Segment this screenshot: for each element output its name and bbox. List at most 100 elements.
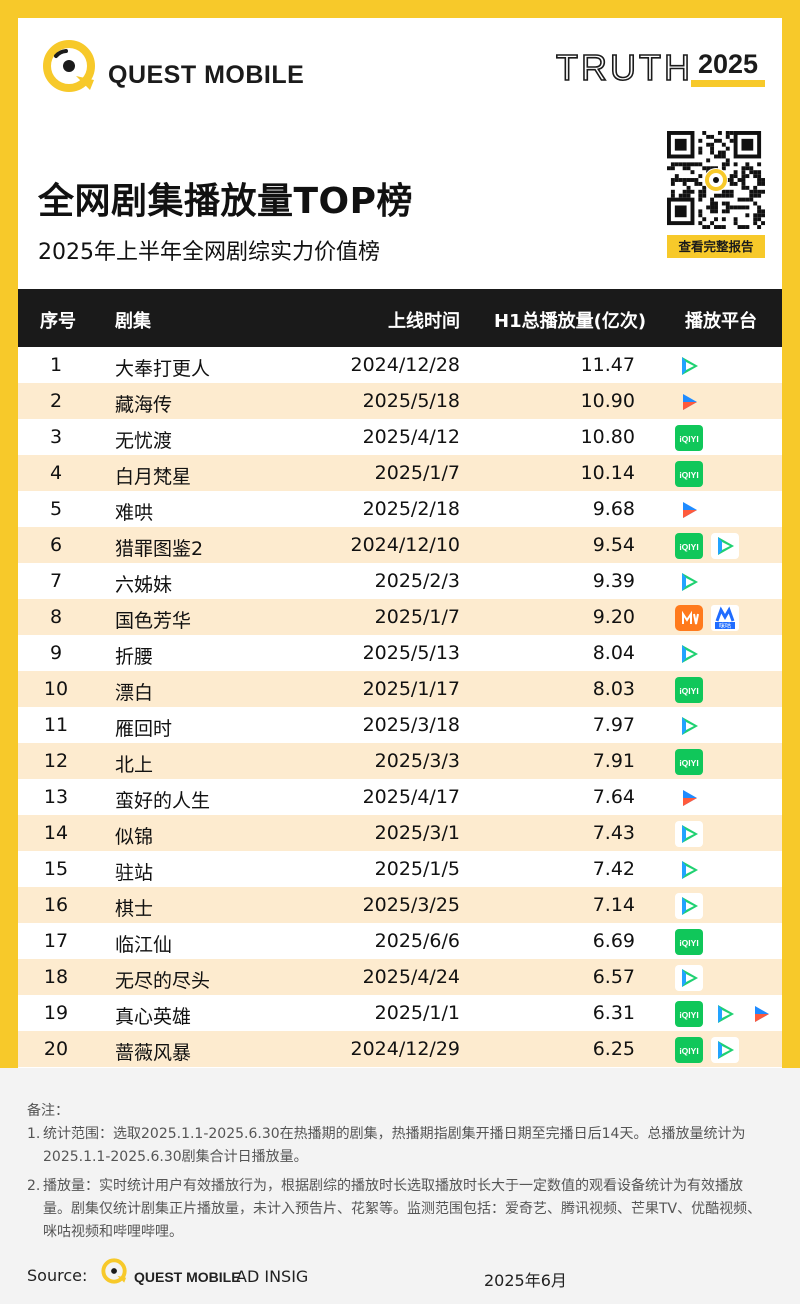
row-platforms — [675, 496, 711, 523]
row-launch-date: 2025/1/1 — [374, 1002, 460, 1024]
row-play-count: 10.90 — [580, 390, 635, 412]
row-rank: 15 — [43, 858, 69, 880]
table-row[interactable]: 5 难哄 2025/2/18 9.68 — [18, 491, 782, 527]
row-play-count: 9.54 — [592, 534, 635, 556]
table-row[interactable]: 6 猎罪图鉴2 2024/12/10 9.54 iQIYI — [18, 527, 782, 563]
row-rank: 6 — [49, 534, 63, 556]
table-row[interactable]: 14 似锦 2025/3/1 7.43 — [18, 815, 782, 851]
row-drama-name: 难哄 — [115, 502, 154, 524]
row-rank: 1 — [49, 354, 63, 376]
youku-icon — [683, 789, 697, 806]
column-date: 上线时间 — [388, 311, 460, 332]
row-platforms — [675, 784, 711, 811]
row-rank: 11 — [43, 714, 69, 736]
row-launch-date: 2025/5/13 — [362, 642, 460, 664]
row-platforms: iQIYI — [675, 424, 711, 451]
row-launch-date: 2024/12/29 — [350, 1038, 460, 1060]
row-launch-date: 2024/12/28 — [350, 354, 460, 376]
row-platforms: iQIYI — [675, 676, 711, 703]
table-row[interactable]: 20 蔷薇风暴 2024/12/29 6.25 iQIYI — [18, 1031, 782, 1067]
row-play-count: 8.04 — [592, 642, 635, 664]
table-row[interactable]: 10 漂白 2025/1/17 8.03 iQIYI — [18, 671, 782, 707]
row-rank: 7 — [49, 570, 63, 592]
row-platforms — [675, 388, 711, 415]
row-platforms — [675, 568, 711, 595]
table-row[interactable]: 13 蛮好的人生 2025/4/17 7.64 — [18, 779, 782, 815]
truth-year-badge: 2025 — [691, 49, 765, 87]
tencent-video-icon — [675, 820, 703, 847]
row-launch-date: 2025/2/3 — [374, 570, 460, 592]
row-launch-date: 2025/4/24 — [362, 966, 460, 988]
row-platforms: iQIYI — [675, 928, 711, 955]
row-rank: 10 — [43, 678, 69, 700]
row-drama-name: 国色芳华 — [115, 610, 192, 632]
iqiyi-icon: iQIYI — [675, 748, 703, 775]
table-body: 1 大奉打更人 2024/12/28 11.47 2 藏海传 2025/5/18 10.90 3… — [18, 347, 782, 1067]
svg-text:iQIYI: iQIYI — [679, 1046, 698, 1056]
qr-code-icon[interactable] — [667, 131, 765, 229]
row-play-count: 7.43 — [592, 822, 635, 844]
row-play-count: 10.80 — [580, 426, 635, 448]
note-2-text: 播放量：实时统计用户有效播放行为，根据剧综的播放时长选取播放时长大于一定数值的观… — [43, 1178, 762, 1240]
row-drama-name: 似锦 — [115, 826, 154, 848]
table-row[interactable]: 1 大奉打更人 2024/12/28 11.47 — [18, 347, 782, 383]
truth-word: TRUTH — [555, 47, 693, 88]
row-play-count: 7.91 — [592, 750, 635, 772]
row-drama-name: 蛮好的人生 — [115, 790, 211, 812]
row-play-count: 6.25 — [592, 1038, 635, 1060]
tencent-video-icon — [711, 1000, 739, 1027]
view-full-report-button[interactable]: 查看完整报告 — [667, 235, 765, 258]
notes-heading: 备注： — [27, 1103, 69, 1119]
iqiyi-icon: iQIYI — [675, 532, 703, 559]
migu-icon: 咪咕 — [711, 604, 739, 631]
table-row[interactable]: 2 藏海传 2025/5/18 10.90 — [18, 383, 782, 419]
page-title: 全网剧集播放量TOP榜 — [38, 181, 414, 222]
table-row[interactable]: 7 六姊妹 2025/2/3 9.39 — [18, 563, 782, 599]
row-play-count: 6.69 — [592, 930, 635, 952]
table-row[interactable]: 19 真心英雄 2025/1/1 6.31 iQIYI — [18, 995, 782, 1031]
tencent-video-icon — [675, 856, 703, 883]
row-launch-date: 2025/3/3 — [374, 750, 460, 772]
table-row[interactable]: 11 雁回时 2025/3/18 7.97 — [18, 707, 782, 743]
row-launch-date: 2025/3/25 — [362, 894, 460, 916]
page-subtitle: 2025年上半年全网剧综实力价值榜 — [38, 240, 380, 265]
tencent-video-icon — [675, 964, 703, 991]
row-rank: 20 — [43, 1038, 69, 1060]
truth-year: 2025 — [697, 49, 759, 79]
brand-name: QUEST MOBILE — [108, 61, 305, 89]
table-row[interactable]: 4 白月梵星 2025/1/7 10.14 iQIYI — [18, 455, 782, 491]
row-platforms — [675, 712, 711, 739]
row-drama-name: 临江仙 — [115, 934, 173, 956]
svg-text:咪咕: 咪咕 — [719, 622, 731, 630]
table-row[interactable]: 16 棋士 2025/3/25 7.14 — [18, 887, 782, 923]
note-1-number: 1. — [27, 1126, 41, 1142]
row-play-count: 7.42 — [592, 858, 635, 880]
table-row[interactable]: 3 无忧渡 2025/4/12 10.80 iQIYI — [18, 419, 782, 455]
svg-text:iQIYI: iQIYI — [679, 470, 698, 480]
table-row[interactable]: 9 折腰 2025/5/13 8.04 — [18, 635, 782, 671]
table-row[interactable]: 15 驻站 2025/1/5 7.42 — [18, 851, 782, 887]
source-label: Source: — [27, 1266, 88, 1285]
youku-icon — [683, 393, 697, 410]
table-header: 序号 剧集 上线时间 H1总播放量(亿次) 播放平台 — [18, 289, 782, 347]
row-rank: 18 — [43, 966, 69, 988]
row-drama-name: 棋士 — [115, 898, 154, 920]
column-rank: 序号 — [40, 311, 76, 332]
row-play-count: 10.14 — [580, 462, 635, 484]
youku-icon — [755, 1005, 769, 1022]
row-launch-date: 2025/1/7 — [374, 606, 460, 628]
row-rank: 13 — [43, 786, 69, 808]
table-row[interactable]: 17 临江仙 2025/6/6 6.69 iQIYI — [18, 923, 782, 959]
row-rank: 17 — [43, 930, 69, 952]
row-launch-date: 2025/3/1 — [374, 822, 460, 844]
table-row[interactable]: 18 无尽的尽头 2025/4/24 6.57 — [18, 959, 782, 995]
row-rank: 14 — [43, 822, 69, 844]
table-row[interactable]: 8 国色芳华 2025/1/7 9.20 咪咕 — [18, 599, 782, 635]
mango-tv-icon — [675, 604, 703, 631]
row-platforms: iQIYI — [675, 1000, 783, 1027]
table-row[interactable]: 12 北上 2025/3/3 7.91 iQIYI — [18, 743, 782, 779]
tencent-video-icon — [675, 712, 703, 739]
row-drama-name: 大奉打更人 — [115, 358, 211, 380]
note-2-number: 2. — [27, 1178, 41, 1194]
row-launch-date: 2025/1/17 — [362, 678, 460, 700]
